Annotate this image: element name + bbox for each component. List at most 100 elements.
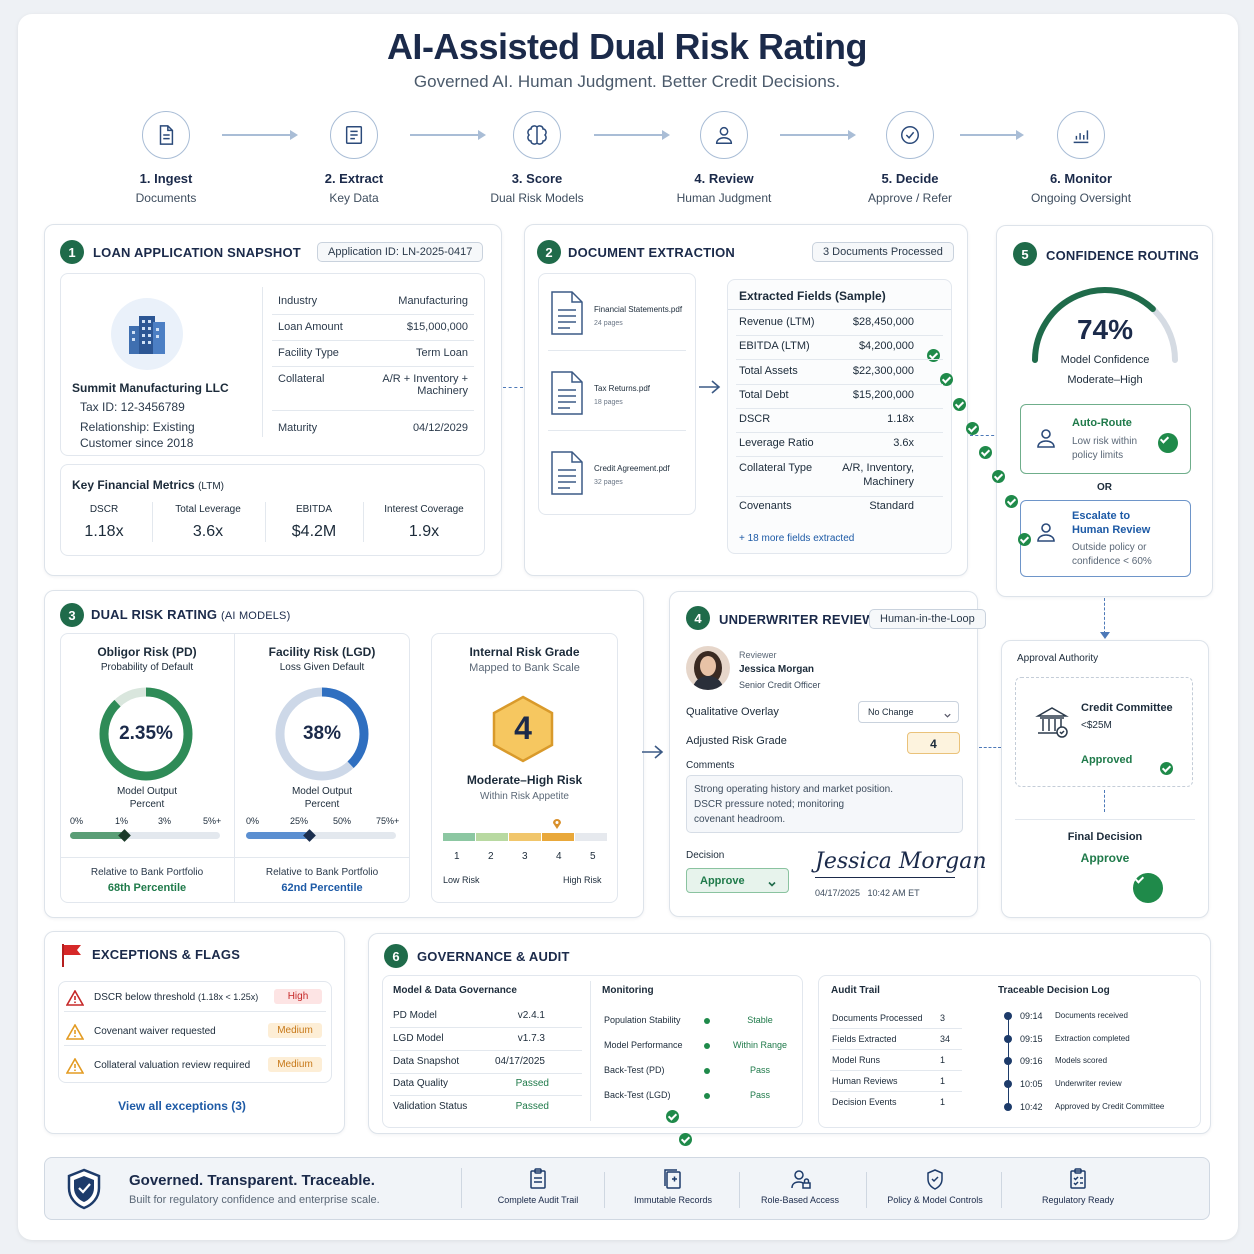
- divider: [64, 1045, 326, 1046]
- footer-subtitle: Built for regulatory confidence and ente…: [129, 1194, 380, 1206]
- metrics-title-text: Key Financial Metrics: [72, 478, 195, 492]
- footer-bar: [44, 1157, 1210, 1220]
- extracted-field-key: DSCR: [739, 413, 771, 425]
- company-name: Summit Manufacturing LLC: [72, 381, 229, 395]
- comment-line: Strong operating history and market posi…: [694, 784, 893, 795]
- final-check-icon: [1132, 873, 1163, 903]
- extracted-field-value: $22,300,000: [852, 365, 914, 377]
- low-risk-label: Low Risk: [443, 875, 480, 885]
- step-review[interactable]: 4. Review Human Judgment: [649, 111, 799, 205]
- more-fields-link[interactable]: + 18 more fields extracted: [739, 533, 855, 544]
- lgd-relative-label: Relative to Bank Portfolio: [265, 867, 379, 878]
- document-list: [538, 273, 696, 515]
- overlay-label: Qualitative Overlay: [686, 706, 779, 718]
- extracted-field-value: $4,200,000: [858, 340, 914, 352]
- warning-icon: [65, 1023, 85, 1045]
- doc-name[interactable]: Financial Statements.pdf: [594, 305, 683, 314]
- audit-panel: [818, 975, 1201, 1128]
- pd-relative-label: Relative to Bank Portfolio: [90, 867, 204, 878]
- step-ingest[interactable]: 1. Ingest Documents: [91, 111, 241, 205]
- section-title: LOAN APPLICATION SNAPSHOT: [93, 245, 301, 260]
- extracted-field-value-line2: Machinery: [863, 476, 914, 488]
- monitor-row-key: Back-Test (PD): [604, 1065, 665, 1075]
- lgd-ring: [275, 687, 369, 781]
- divider: [736, 359, 943, 360]
- view-all-exceptions-link[interactable]: View all exceptions (3): [118, 1099, 246, 1113]
- flow-arrow: [594, 130, 670, 140]
- audit-row-value: 1: [940, 1076, 946, 1086]
- audit-row-key: Documents Processed: [832, 1013, 923, 1023]
- step-extract[interactable]: 2. Extract Key Data: [279, 111, 429, 205]
- timeline-dot: [1004, 1012, 1012, 1020]
- pd-tick: 5%+: [203, 816, 222, 826]
- signature-timestamp: 04/17/2025 10:42 AM ET: [815, 888, 920, 898]
- section-number: 3: [60, 603, 84, 627]
- warning-icon: [65, 989, 85, 1011]
- lgd-percentile: 62nd Percentile: [281, 882, 363, 894]
- escalate-title2: Human Review: [1072, 524, 1151, 536]
- grade-appetite: Within Risk Appetite: [480, 791, 569, 802]
- audit-row-key: Model Runs: [832, 1055, 881, 1065]
- location-pin-icon: [551, 817, 563, 835]
- confidence-value: 74%: [1076, 314, 1134, 345]
- governance-panel: [382, 975, 803, 1128]
- divider: [272, 340, 474, 341]
- connector: [979, 747, 1001, 748]
- metrics-title: Key Financial Metrics (LTM): [72, 478, 224, 492]
- step-label: 1. Ingest: [139, 171, 193, 186]
- step-sub: Approve / Refer: [867, 191, 953, 205]
- comments-box[interactable]: Strong operating history and market posi…: [686, 775, 963, 833]
- log-time: 10:42: [1020, 1102, 1043, 1112]
- customer-since: Customer since 2018: [80, 436, 194, 450]
- log-event: Documents received: [1055, 1011, 1128, 1020]
- divider: [363, 502, 364, 542]
- grade-value: 4: [514, 710, 532, 746]
- monitor-row-key: Model Performance: [604, 1040, 683, 1050]
- overlay-select[interactable]: No Change: [858, 701, 959, 723]
- decision-log-title: Traceable Decision Log: [998, 985, 1110, 996]
- signature: Jessica Morgan: [815, 849, 987, 874]
- divider: [390, 1095, 582, 1096]
- doc-name[interactable]: Tax Returns.pdf: [594, 384, 651, 393]
- escalate-title1: Escalate to: [1072, 510, 1131, 522]
- field-value-line2: Machinery: [417, 385, 468, 397]
- decision-value: Approve: [700, 875, 745, 887]
- decision-select[interactable]: Approve: [686, 868, 789, 893]
- timeline-dot: [1004, 1103, 1012, 1111]
- monitor-row-value: Pass: [749, 1090, 770, 1100]
- adjusted-grade-input[interactable]: 4: [907, 732, 960, 754]
- section-title: GOVERNANCE & AUDIT: [417, 949, 570, 964]
- flag-icon: [60, 942, 84, 973]
- monitor-row-value: Within Range: [732, 1040, 788, 1050]
- loan-field-row: Maturity 04/12/2029: [278, 422, 468, 434]
- status-dot: [704, 1043, 710, 1049]
- doc-name[interactable]: Credit Agreement.pdf: [594, 464, 670, 473]
- field-value: 04/12/2029: [412, 422, 468, 434]
- footer-title: Governed. Transparent. Traceable.: [129, 1172, 375, 1189]
- warning-icon: [65, 1057, 85, 1079]
- gov-row-key: Data Quality: [393, 1078, 449, 1089]
- status-dot: [704, 1068, 710, 1074]
- pd-output-unit: Percent: [129, 799, 165, 810]
- exception-text: Covenant waiver requested: [94, 1026, 216, 1037]
- divider: [736, 384, 943, 385]
- step-decide[interactable]: 5. Decide Approve / Refer: [835, 111, 985, 205]
- metric-value: 1.9x: [408, 523, 440, 540]
- documents-processed-badge: 3 Documents Processed: [812, 242, 954, 262]
- divider: [152, 502, 153, 542]
- step-label: 6. Monitor: [1049, 171, 1113, 186]
- check-icon: [966, 422, 979, 436]
- metric-label: Total Leverage: [175, 504, 241, 515]
- divider: [64, 1011, 326, 1012]
- divider: [262, 287, 263, 437]
- pd-percentile: 68th Percentile: [107, 882, 187, 894]
- exception-label: DSCR below threshold: [94, 992, 196, 1003]
- escalate-option[interactable]: [1020, 500, 1191, 577]
- step-score[interactable]: 3. Score Dual Risk Models: [462, 111, 612, 205]
- comments-label: Comments: [686, 760, 735, 771]
- audit-row-value: 1: [940, 1097, 946, 1107]
- field-value: Term Loan: [416, 347, 468, 359]
- reviewer-role: Senior Credit Officer: [739, 680, 821, 690]
- step-monitor[interactable]: 6. Monitor Ongoing Oversight: [1006, 111, 1156, 205]
- divider: [1015, 819, 1195, 820]
